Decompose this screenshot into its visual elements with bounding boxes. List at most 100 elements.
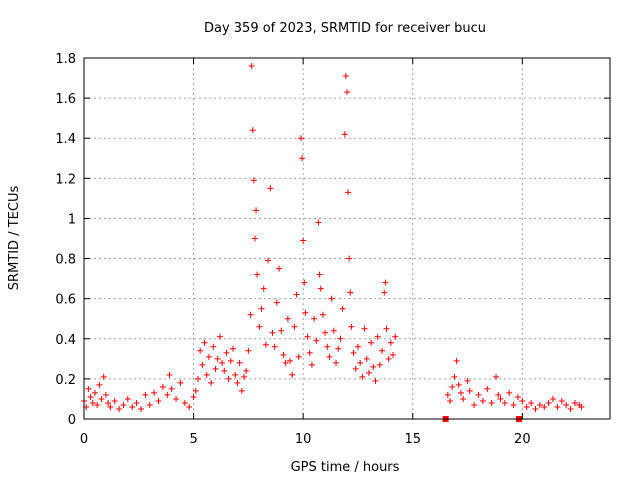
data-point [146,401,153,408]
data-point [317,285,324,292]
data-point [316,271,323,278]
y-tick-label: 0.2 [55,373,76,388]
data-point [276,265,283,272]
data-point [541,403,548,410]
x-tick-label: 15 [404,432,421,447]
chart-title: Day 359 of 2023, SRMTID for receiver buc… [204,21,486,36]
data-point [282,359,289,366]
data-point [313,337,320,344]
data-point [155,397,162,404]
data-point [383,325,390,332]
x-tick-label: 5 [189,432,197,447]
data-point [501,399,508,406]
data-point [363,355,370,362]
data-point [111,397,118,404]
data-point [455,381,462,388]
data-point [447,397,454,404]
axis-ticks [83,57,610,420]
data-point [558,397,565,404]
data-point [372,377,379,384]
data-point [96,381,103,388]
data-point [102,391,109,398]
data-point [120,401,127,408]
data-point [249,127,256,134]
data-point [359,373,366,380]
data-point [495,391,502,398]
data-point [302,309,309,316]
data-point [208,379,215,386]
data-point [335,345,342,352]
data-point [357,359,364,366]
data-point [107,403,114,410]
data-point [345,189,352,196]
data-point [390,351,397,358]
data-point [87,393,94,400]
data-point [201,339,208,346]
data-point [385,355,392,362]
data-point [142,391,149,398]
data-point [256,323,263,330]
x-tick-label: 10 [295,432,312,447]
data-point [133,399,140,406]
data-point [381,289,388,296]
data-point [308,361,315,368]
x-tick-label: 0 [80,432,88,447]
data-point [166,371,173,378]
data-point [225,375,232,382]
data-point [280,351,287,358]
data-point [578,403,585,410]
data-point [89,399,96,406]
data-point [365,369,372,376]
data-point [374,333,381,340]
x-tick-label: 20 [514,432,531,447]
data-point [223,349,230,356]
y-tick-labels: 0 0.2 0.4 0.6 0.8 1 1.2 1.4 1.6 1.8 [55,52,76,428]
data-point [236,359,243,366]
data-point [168,385,175,392]
data-point [326,353,333,360]
y-axis-label: SRMTID / TECUs [7,186,22,291]
data-point [247,311,254,318]
data-point [451,373,458,380]
data-point [137,405,144,412]
data-point [341,131,348,138]
data-point [514,393,521,400]
data-point [344,89,350,96]
data-point [330,327,337,334]
data-point [271,343,278,350]
data-point [291,323,298,330]
data-point [347,289,354,296]
data-point [339,305,346,312]
data-point [324,343,331,350]
data-point [315,219,322,226]
data-point [94,401,101,408]
data-point [164,391,171,398]
data-point [284,315,291,322]
data-point [370,363,377,370]
data-point [337,335,344,342]
data-point [528,399,535,406]
data-point [506,389,513,396]
data-point [238,387,245,394]
data-point [243,367,250,374]
data-point [457,389,464,396]
data-point [479,397,486,404]
data-point [475,391,482,398]
y-tick-label: 0.4 [55,333,76,348]
data-point [295,353,302,360]
y-tick-label: 0 [68,413,76,428]
data-point [251,235,258,242]
data-point [262,341,269,348]
data-point [466,387,473,394]
data-point [376,361,383,368]
data-point [267,185,274,192]
data-point [460,395,467,402]
data-point [488,399,495,406]
data-point [194,375,201,382]
y-tick-label: 1.4 [55,132,76,147]
data-point [278,327,285,334]
data-point [273,299,280,306]
data-point [382,279,389,286]
y-tick-label: 1.6 [55,92,76,107]
data-point [497,395,504,402]
